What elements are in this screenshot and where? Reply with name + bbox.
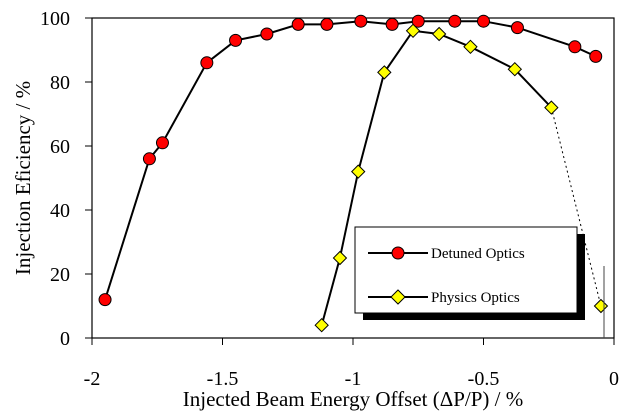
data-point-detuned xyxy=(98,293,112,307)
axis-ticks: -2 -1.5 -1 -0.5 0 0 20 40 60 80 100 xyxy=(40,8,619,390)
x-tick-label: -0.5 xyxy=(468,368,500,390)
y-tick-label: 40 xyxy=(50,200,70,222)
y-tick-label: 80 xyxy=(50,72,70,94)
series-line-detuned xyxy=(104,20,597,300)
x-axis-title: Injected Beam Energy Offset (ΔP/P) / % xyxy=(183,387,523,411)
data-point-detuned xyxy=(155,136,169,150)
legend-label-physics: Physics Optics xyxy=(431,290,520,306)
data-point-physics xyxy=(544,100,559,115)
series-line-physics-dotted xyxy=(550,107,602,307)
data-point-physics xyxy=(405,23,421,39)
y-tick-label: 20 xyxy=(50,264,70,286)
data-point-physics xyxy=(593,298,609,314)
data-point-physics xyxy=(463,39,478,55)
data-point-detuned xyxy=(260,27,274,41)
data-point-detuned xyxy=(291,17,305,31)
data-point-detuned xyxy=(448,14,462,28)
legend-marker-physics xyxy=(390,289,406,305)
data-point-detuned xyxy=(477,14,490,28)
series-markers xyxy=(98,14,609,333)
y-tick-label: 0 xyxy=(60,328,70,350)
data-point-detuned xyxy=(142,152,156,166)
legend-label-detuned: Detuned Optics xyxy=(431,246,525,262)
data-point-physics xyxy=(377,65,392,80)
data-point-detuned xyxy=(354,14,368,28)
data-point-physics xyxy=(314,317,329,333)
data-point-detuned xyxy=(229,33,243,47)
data-point-detuned xyxy=(411,14,425,28)
data-point-detuned xyxy=(320,17,334,31)
data-point-physics xyxy=(332,250,348,266)
data-point-detuned xyxy=(510,21,524,35)
data-point-detuned xyxy=(385,17,399,31)
data-point-physics xyxy=(351,164,366,179)
data-point-physics xyxy=(507,61,523,77)
x-tick-label: -1.5 xyxy=(207,368,239,390)
data-point-detuned xyxy=(589,49,603,63)
y-axis-title: Injection Eficiency / % xyxy=(11,81,35,275)
y-tick-label: 100 xyxy=(40,8,70,30)
x-tick-label: -2 xyxy=(84,368,101,390)
x-tick-label: -1 xyxy=(345,368,362,390)
x-tick-label: 0 xyxy=(609,368,619,390)
legend: Detuned Optics Physics Optics xyxy=(354,226,585,320)
legend-marker-detuned xyxy=(391,246,405,260)
data-point-detuned xyxy=(200,56,214,70)
y-tick-label: 60 xyxy=(50,136,70,158)
data-point-detuned xyxy=(568,40,582,54)
data-point-physics xyxy=(431,26,447,42)
